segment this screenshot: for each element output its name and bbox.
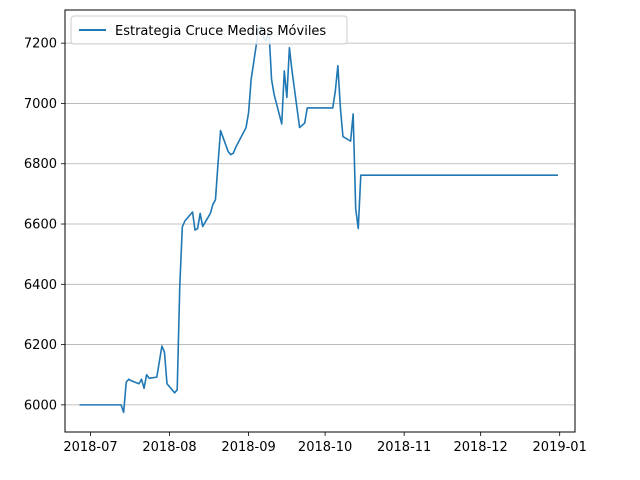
legend-label: Estrategia Cruce Medias Móviles: [115, 24, 326, 39]
x-tick-label: 2018-07: [63, 440, 117, 455]
x-tick-label: 2018-08: [142, 440, 196, 455]
series-line: [79, 25, 558, 414]
axes-frame: [64, 9, 576, 433]
y-tick-label: 6400: [24, 278, 57, 293]
y-tick-label: 6000: [24, 398, 57, 413]
y-axis: 6000 6200 6400 6600 6800 7000 7200: [24, 37, 65, 413]
legend-box: [70, 15, 348, 45]
y-tick-label: 6600: [24, 218, 57, 233]
x-tick-label: 2018-12: [453, 440, 507, 455]
x-axis: 2018-07 2018-08 2018-09 2018-10 2018-11 2018-…: [63, 432, 587, 455]
x-tick-label: 2018-10: [298, 440, 352, 455]
x-tick-label: 2018-09: [221, 440, 275, 455]
legend: Estrategia Cruce Medias Móviles: [70, 15, 348, 45]
y-tick-label: 7200: [24, 37, 57, 52]
x-tick-label: 2019-01: [533, 440, 587, 455]
series-layer: [79, 25, 558, 414]
y-tick-label: 6800: [24, 157, 57, 172]
y-tick-label: 7000: [24, 97, 57, 112]
y-tick-label: 6200: [24, 338, 57, 353]
x-tick-label: 2018-11: [377, 440, 431, 455]
